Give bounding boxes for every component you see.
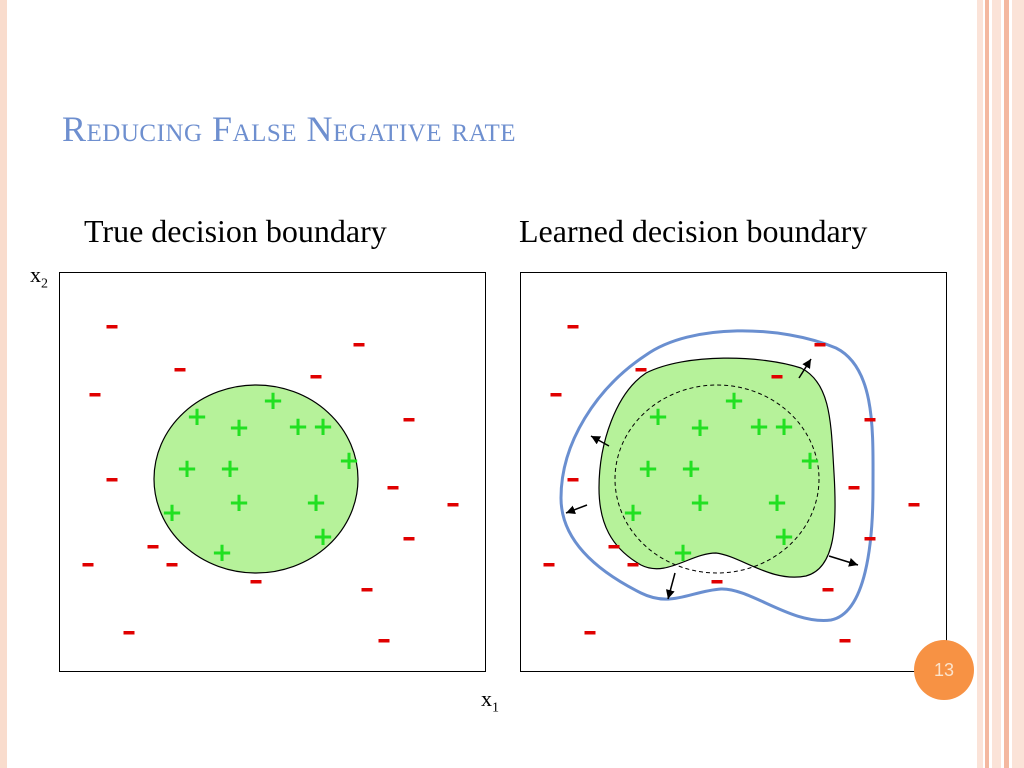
expanded-boundary: [559, 329, 875, 622]
left-panel-plot: + +++ ++ + ++ + +++––– –––– ––– –– –– –– –: [81, 309, 460, 656]
negative-sample-mark: –: [907, 487, 921, 520]
negative-sample-mark: –: [863, 521, 877, 554]
negative-sample-mark: –: [710, 564, 724, 597]
negative-sample-mark: –: [549, 377, 563, 410]
x-axis-label: x1: [481, 686, 499, 716]
negative-sample-mark: –: [446, 487, 460, 520]
negative-sample-mark: –: [402, 521, 416, 554]
negative-sample-mark: –: [770, 359, 784, 392]
negative-sample-mark: –: [607, 529, 621, 562]
negative-sample-mark: –: [583, 615, 597, 648]
side-band-right-4: [1004, 0, 1009, 768]
positive-sample-mark: +: [312, 522, 334, 552]
positive-sample-mark: +: [338, 446, 360, 476]
positive-sample-mark: +: [723, 386, 745, 416]
positive-sample-mark: +: [219, 454, 241, 484]
y-axis-label-sub: 2: [41, 276, 48, 292]
positive-sample-mark: +: [689, 488, 711, 518]
negative-sample-mark: –: [838, 623, 852, 656]
negative-sample-mark: –: [122, 615, 136, 648]
negative-sample-mark: –: [146, 529, 160, 562]
outward-arrow-icon: [798, 358, 812, 379]
positive-sample-mark: +: [228, 488, 250, 518]
negative-sample-mark: –: [377, 623, 391, 656]
outward-arrow-icon: [665, 572, 676, 600]
side-band-right-2: [985, 0, 989, 768]
right-panel-caption: Learned decision boundary: [519, 213, 868, 249]
learned-boundary: [598, 357, 836, 578]
negative-sample-mark: –: [309, 359, 323, 392]
negative-sample-mark: –: [863, 402, 877, 435]
negative-sample-mark: –: [847, 470, 861, 503]
left-panel: + + + + + + + + + + + + + – – – – – – – – – – – – – – – – –: [59, 272, 486, 672]
positive-sample-mark: +: [637, 454, 659, 484]
negative-sample-mark: –: [352, 327, 366, 360]
x-axis-label-sub: 1: [492, 700, 499, 716]
positive-sample-mark: +: [672, 538, 694, 568]
positive-sample-mark: +: [312, 412, 334, 442]
page-number: 13: [933, 659, 955, 680]
negative-sample-mark: –: [386, 470, 400, 503]
negative-sample-mark: –: [165, 547, 179, 580]
negative-sample-mark: –: [360, 572, 374, 605]
left-panel-caption: True decision boundary: [84, 213, 387, 249]
positive-sample-mark: +: [161, 498, 183, 528]
positive-sample-mark: +: [176, 454, 198, 484]
negative-sample-mark: –: [402, 402, 416, 435]
right-panel-plot: + +++ ++ + ++ + +++––– –––– ––– –– –– –– –: [542, 309, 921, 656]
positive-sample-mark: +: [228, 413, 250, 443]
negative-sample-mark: –: [88, 377, 102, 410]
negative-sample-mark: –: [566, 309, 580, 342]
negative-sample-mark: –: [105, 309, 119, 342]
positive-sample-mark: +: [211, 538, 233, 568]
negative-sample-mark: –: [173, 352, 187, 385]
x-axis-label-base: x: [481, 686, 492, 711]
true-boundary-circle: [153, 384, 359, 574]
negative-sample-mark: –: [566, 462, 580, 495]
positive-sample-mark: +: [748, 412, 770, 442]
y-axis-label-base: x: [30, 262, 41, 287]
positive-sample-mark: +: [680, 454, 702, 484]
negative-sample-mark: –: [81, 547, 95, 580]
positive-sample-mark: +: [689, 413, 711, 443]
outward-arrows: [565, 358, 859, 600]
positive-sample-mark: +: [647, 402, 669, 432]
positive-sample-mark: +: [773, 522, 795, 552]
slide-title: Reducing False Negative rate: [62, 109, 517, 149]
negative-sample-mark: –: [634, 352, 648, 385]
negative-sample-mark: –: [626, 547, 640, 580]
positive-sample-mark: +: [287, 412, 309, 442]
right-marks: + +++ ++ + ++ + +++––– –––– ––– –– –– –– –: [542, 309, 921, 656]
positive-sample-mark: +: [622, 498, 644, 528]
side-band-right-1: [977, 0, 983, 768]
outward-arrow-icon: [828, 555, 859, 567]
positive-sample-mark: +: [766, 488, 788, 518]
positive-sample-mark: +: [305, 488, 327, 518]
positive-sample-mark: +: [773, 412, 795, 442]
side-band-right-3: [992, 0, 1001, 768]
true-boundary-dashed: [614, 384, 820, 574]
positive-sample-mark: +: [186, 402, 208, 432]
negative-sample-mark: –: [542, 547, 556, 580]
side-band-right-5: [1012, 0, 1024, 768]
outward-arrow-icon: [590, 435, 610, 447]
right-panel: + + + + + + + + + + + + + – – – – – – – – – – – – – – – – –: [520, 272, 947, 672]
negative-sample-mark: –: [105, 462, 119, 495]
left-marks: + +++ ++ + ++ + +++––– –––– ––– –– –– –– –: [81, 309, 460, 656]
negative-sample-mark: –: [813, 327, 827, 360]
side-band-left: [0, 0, 7, 768]
page-number-badge: 13: [914, 640, 974, 700]
positive-sample-mark: +: [262, 386, 284, 416]
y-axis-label: x2: [30, 262, 48, 292]
outward-arrow-icon: [565, 504, 588, 515]
negative-sample-mark: –: [249, 564, 263, 597]
negative-sample-mark: –: [821, 572, 835, 605]
positive-sample-mark: +: [799, 446, 821, 476]
